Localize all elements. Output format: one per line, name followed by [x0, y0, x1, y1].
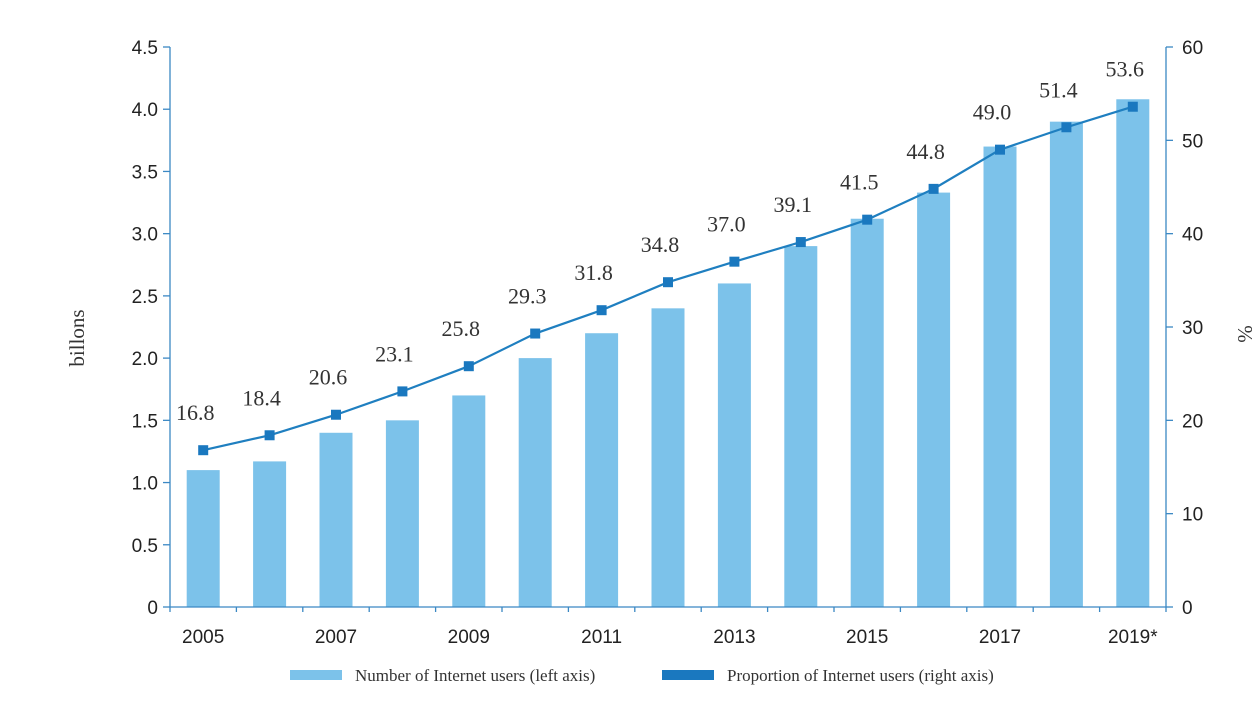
data-label-2018: 51.4	[1039, 77, 1078, 102]
data-label-2009: 25.8	[442, 316, 481, 341]
left-tick-label: 1.0	[132, 474, 158, 495]
bar-2009	[452, 395, 486, 607]
bars-layer	[186, 99, 1150, 608]
line-marker-2008	[397, 386, 408, 397]
legend-label-line: Proportion of Internet users (right axis…	[727, 666, 994, 685]
x-tick-label: 2019*	[1108, 627, 1158, 648]
right-tick-label: 20	[1182, 411, 1203, 432]
axes-layer: 0 0.5 1.0 1.5 2.0 2.5 3.0 3.5 4.0 4.5 0 10 20 30 40 50 6…	[132, 38, 1204, 648]
right-tick-label: 60	[1182, 38, 1203, 59]
x-tick-label: 2013	[713, 627, 755, 648]
bar-2005	[186, 470, 220, 607]
bar-2008	[385, 420, 419, 607]
left-tick-label: 0	[147, 598, 158, 619]
data-label-2015: 41.5	[840, 170, 879, 195]
bar-2016	[917, 192, 951, 607]
line-marker-2012	[663, 277, 673, 288]
line-marker-2014	[795, 237, 806, 248]
line-marker-2013	[729, 256, 740, 267]
right-tick-label: 10	[1182, 505, 1203, 526]
data-label-2014: 39.1	[774, 192, 813, 217]
line-marker-2010	[530, 328, 541, 339]
x-tick-label: 2005	[182, 627, 224, 648]
data-label-2011: 31.8	[574, 260, 613, 285]
legend-label-bars: Number of Internet users (left axis)	[355, 666, 595, 685]
legend-swatch-line	[662, 670, 714, 680]
x-tick-label: 2011	[581, 627, 622, 648]
line-marker-2007	[331, 409, 341, 420]
line-marker-2016	[928, 183, 939, 194]
line-marker-2011	[596, 305, 607, 316]
left-tick-label: 1.5	[132, 411, 158, 432]
bar-2012	[651, 308, 685, 607]
x-tick-label: 2009	[448, 627, 490, 648]
x-tick-label: 2017	[979, 627, 1021, 648]
data-label-2005: 16.8	[176, 400, 215, 425]
line-layer	[198, 101, 1138, 456]
bar-2015	[850, 218, 884, 607]
bar-2007	[319, 432, 353, 607]
right-tick-label: 40	[1182, 225, 1203, 246]
left-tick-label: 2.5	[132, 287, 158, 308]
right-tick-label: 30	[1182, 318, 1203, 339]
left-tick-label: 4.5	[132, 38, 158, 59]
bar-2014	[784, 246, 818, 607]
bar-2017	[983, 146, 1017, 608]
right-axis-title: %	[1233, 325, 1254, 343]
line-marker-2005	[198, 445, 209, 456]
bar-2019*	[1116, 99, 1150, 608]
line-marker-2006	[264, 430, 275, 441]
bar-2006	[253, 461, 287, 607]
x-tick-label: 2015	[846, 627, 888, 648]
data-label-2013: 37.0	[707, 212, 746, 237]
left-tick-label: 3.5	[132, 162, 158, 183]
data-label-2010: 29.3	[508, 284, 547, 309]
left-tick-label: 4.0	[132, 100, 158, 121]
data-label-2008: 23.1	[375, 341, 414, 366]
left-tick-label: 2.0	[132, 349, 158, 370]
bar-2011	[585, 333, 619, 607]
line-marker-2019*	[1127, 101, 1138, 112]
bar-2010	[518, 358, 552, 607]
data-label-2019*: 53.6	[1106, 57, 1145, 82]
x-tick-label: 2007	[315, 627, 357, 648]
data-label-2016: 44.8	[906, 139, 945, 164]
right-tick-label: 50	[1182, 131, 1203, 152]
line-marker-2009	[463, 361, 474, 372]
labels-layer: 16.8 18.4 20.6 23.1 25.8 29.3 31.8 34.8 37.0 39.1…	[176, 57, 1144, 425]
legend-swatch-bars	[290, 670, 342, 680]
bar-2013	[717, 283, 751, 607]
data-label-2012: 34.8	[641, 232, 680, 257]
line-marker-2018	[1061, 122, 1072, 133]
data-label-2006: 18.4	[242, 385, 281, 410]
right-tick-label: 0	[1182, 598, 1193, 619]
legend: Number of Internet users (left axis) Pro…	[290, 666, 994, 685]
data-label-2017: 49.0	[973, 100, 1012, 125]
left-axis-title: billons	[65, 309, 89, 366]
bar-2018	[1049, 121, 1083, 608]
line-marker-2015	[862, 214, 873, 225]
left-tick-label: 3.0	[132, 225, 158, 246]
line-marker-2017	[995, 144, 1005, 155]
left-tick-label: 0.5	[132, 536, 158, 557]
data-label-2007: 20.6	[309, 365, 348, 390]
